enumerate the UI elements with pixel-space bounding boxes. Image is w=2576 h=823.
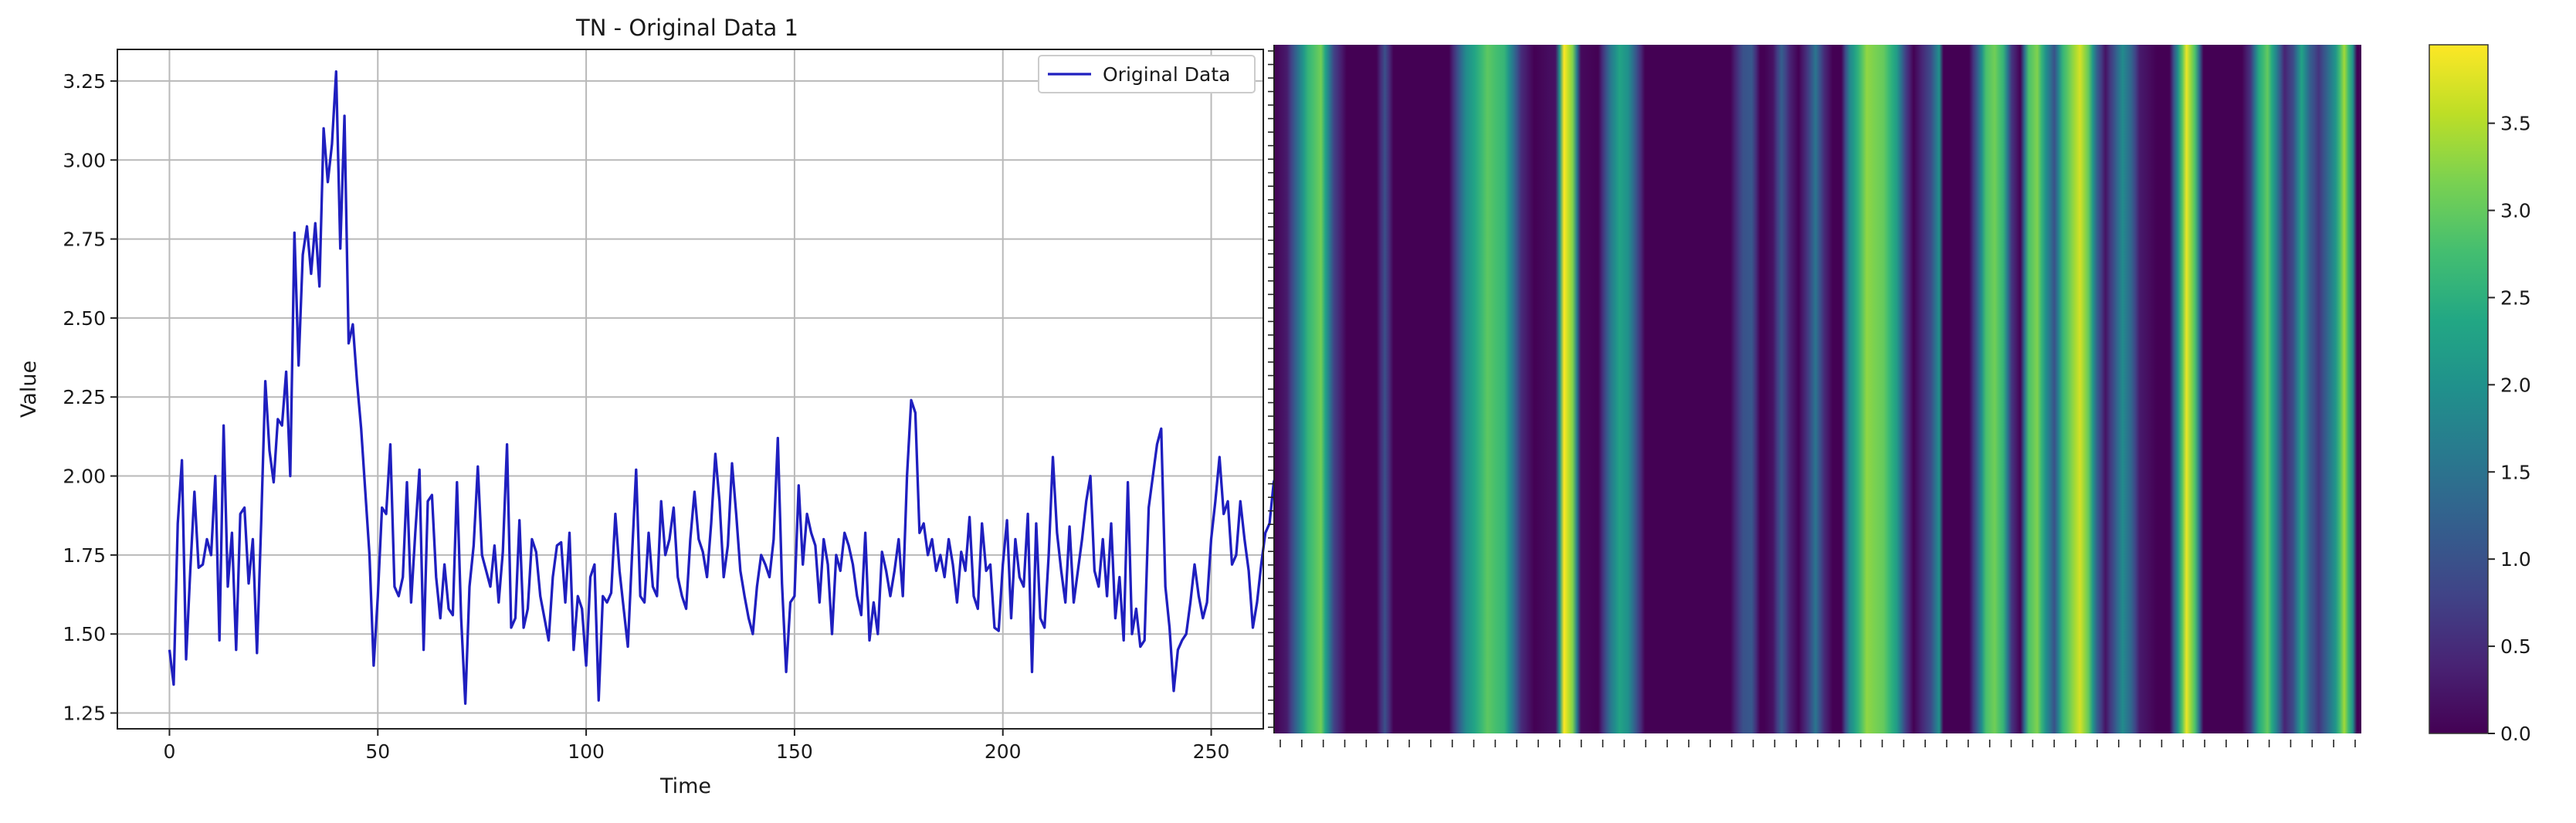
- colorbar-tick-label: 2.0: [2500, 374, 2531, 396]
- x-tick-label: 150: [776, 740, 813, 763]
- x-tick-label: 50: [365, 740, 390, 763]
- plot-frame: [117, 49, 1264, 730]
- x-tick-label: 0: [164, 740, 176, 763]
- x-tick-label: 250: [1193, 740, 1230, 763]
- colorbar-ticks: 0.0 0.5 1.0 1.5 2.0 2.5 3.0 3.5: [2488, 113, 2531, 745]
- line-chart: TN - Original Data 1 1.25 1.50 1.75 2.00 2.2…: [17, 15, 1280, 798]
- colorbar-tick-label: 3.0: [2500, 200, 2531, 222]
- chart-title: TN - Original Data 1: [575, 15, 798, 41]
- y-tick-label: 1.50: [63, 623, 106, 645]
- colorbar-tick-label: 3.5: [2500, 113, 2531, 135]
- x-gridlines: [168, 49, 1212, 729]
- y-tick-label: 2.75: [63, 229, 106, 251]
- y-axis-ticks: 1.25 1.50 1.75 2.00 2.25 2.50 2.75 3.00 3.25: [63, 70, 117, 725]
- x-axis-label: Time: [659, 774, 711, 798]
- series-line-original-data: [168, 70, 1280, 705]
- colorbar-tick-label: 0.5: [2500, 635, 2531, 658]
- heatmap-y-ticks: [1268, 50, 1274, 728]
- legend-label: Original Data: [1103, 63, 1230, 86]
- y-gridlines: [117, 80, 1263, 714]
- colorbar-tick-label: 2.5: [2500, 286, 2531, 309]
- x-tick-label: 200: [985, 740, 1022, 763]
- x-tick-label: 100: [568, 740, 605, 763]
- heatmap-x-ticks: [1280, 740, 2356, 747]
- y-tick-label: 1.25: [63, 703, 106, 725]
- y-tick-label: 3.25: [63, 70, 106, 93]
- heatmap: [1268, 45, 2361, 747]
- colorbar-scale: [2429, 45, 2488, 733]
- y-tick-label: 2.25: [63, 386, 106, 408]
- heatmap-cells: [1274, 45, 2361, 733]
- y-axis-label: Value: [17, 361, 41, 418]
- x-axis-ticks: 0 50 100 150 200 250: [164, 729, 1230, 763]
- y-tick-label: 3.00: [63, 149, 106, 171]
- colorbar-frame: [2429, 44, 2489, 734]
- y-tick-label: 2.00: [63, 466, 106, 488]
- legend-box: [1038, 55, 1256, 93]
- colorbar: 0.0 0.5 1.0 1.5 2.0 2.5 3.0 3.5: [2429, 44, 2531, 745]
- legend: Original Data: [1038, 55, 1256, 93]
- y-tick-label: 1.75: [63, 544, 106, 567]
- colorbar-tick-label: 1.5: [2500, 461, 2531, 483]
- colorbar-tick-label: 1.0: [2500, 548, 2531, 571]
- y-tick-label: 2.50: [63, 307, 106, 330]
- colorbar-tick-label: 0.0: [2500, 723, 2531, 745]
